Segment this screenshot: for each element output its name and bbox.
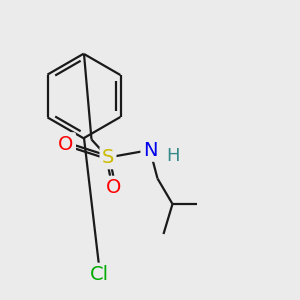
- Text: O: O: [106, 178, 122, 197]
- Text: N: N: [143, 140, 157, 160]
- Text: Cl: Cl: [89, 265, 109, 284]
- Text: H: H: [166, 147, 179, 165]
- Text: O: O: [58, 134, 74, 154]
- Text: S: S: [102, 148, 114, 167]
